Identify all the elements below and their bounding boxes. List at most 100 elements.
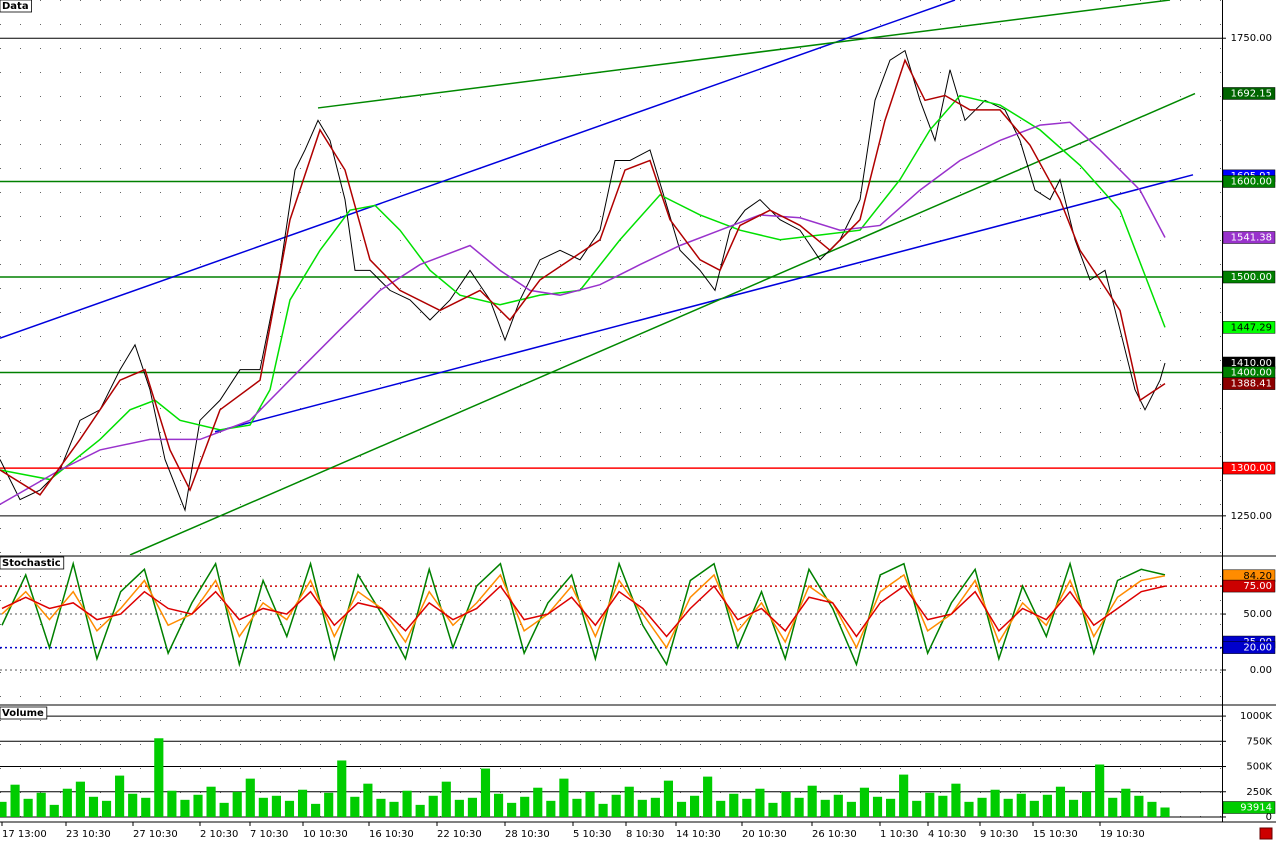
x-tick-label: 5 10:30	[573, 829, 611, 840]
volume-bar	[846, 801, 856, 817]
volume-bar	[689, 795, 700, 817]
volume-bar	[1121, 788, 1131, 817]
price-marker-label: 84.20	[1243, 571, 1272, 582]
x-tick-label: 20 10:30	[742, 829, 787, 840]
volume-bar	[742, 798, 752, 817]
series-line	[0, 58, 1166, 496]
volume-bar	[428, 795, 438, 817]
x-tick-label: 16 10:30	[369, 829, 414, 840]
panel-title: Volume	[2, 708, 44, 719]
price-marker-label: 1400.00	[1231, 368, 1272, 379]
volume-bar	[1134, 795, 1144, 817]
series-line	[0, 121, 1166, 506]
volume-bar	[258, 797, 268, 817]
volume-bar	[755, 788, 765, 817]
volume-bar	[363, 783, 373, 817]
y-tick-label: 1750.00	[1231, 33, 1272, 44]
trend-line	[0, 0, 956, 339]
volume-bar	[729, 793, 739, 817]
panel-title: Data	[2, 1, 29, 12]
series-line	[0, 94, 1166, 481]
volume-bar	[781, 791, 791, 817]
price-marker	[1222, 321, 1276, 334]
volume-bar	[284, 800, 295, 817]
volume-bar	[141, 797, 151, 817]
price-marker	[1222, 175, 1276, 188]
volume-bar	[964, 801, 974, 817]
volume-bar	[23, 798, 33, 817]
trend-line	[317, 0, 1171, 109]
x-tick-label: 10 10:30	[303, 829, 348, 840]
volume-bar	[10, 784, 20, 817]
price-marker-label: 75.00	[1243, 581, 1272, 592]
volume-bar	[480, 768, 491, 817]
panel-title: Stochastic	[2, 558, 61, 569]
volume-bar	[1029, 800, 1039, 817]
volume-bar	[820, 799, 830, 817]
volume-bar	[899, 774, 909, 817]
volume-bar	[467, 797, 478, 817]
volume-bar	[794, 797, 804, 817]
price-marker-label: 1410.00	[1231, 358, 1272, 369]
volume-bar	[219, 802, 229, 817]
volume-bar	[415, 804, 425, 817]
volume-bar	[245, 778, 255, 817]
volume-bar	[872, 796, 883, 817]
x-tick-label: 9 10:30	[980, 829, 1018, 840]
volume-bar	[1055, 786, 1066, 817]
volume-bar	[1068, 799, 1079, 817]
x-tick-label: 8 10:30	[626, 829, 664, 840]
price-marker-label: 1600.00	[1231, 176, 1272, 187]
x-tick-label: 14 10:30	[676, 829, 721, 840]
scroll-button[interactable]	[1259, 827, 1273, 840]
volume-bar	[1160, 807, 1170, 817]
volume-bar	[859, 787, 870, 817]
volume-bar	[49, 804, 59, 817]
y-tick-label: 750K	[1246, 736, 1272, 747]
volume-bar	[925, 792, 935, 817]
volume-bar	[1003, 798, 1013, 817]
volume-bar	[663, 780, 674, 817]
volume-bar	[1108, 797, 1118, 817]
x-tick-label: 27 10:30	[133, 829, 178, 840]
price-marker-label: 20.00	[1243, 643, 1272, 654]
x-tick-label: 15 10:30	[1033, 829, 1078, 840]
price-marker	[1222, 231, 1276, 244]
volume-bar	[1147, 801, 1157, 817]
trend-line	[129, 92, 1196, 555]
volume-bar	[441, 781, 451, 817]
volume-bar	[977, 797, 987, 817]
x-tick-label: 1 10:30	[880, 829, 918, 840]
volume-bar	[598, 803, 608, 817]
x-tick-label: 2 10:30	[200, 829, 238, 840]
volume-bar	[62, 788, 72, 817]
price-marker	[1222, 641, 1276, 654]
volume-bar	[75, 781, 85, 817]
y-tick-label: 0	[1266, 812, 1272, 823]
price-marker-label: 93914	[1240, 802, 1272, 813]
volume-bar	[637, 799, 647, 817]
volume-bar	[938, 795, 948, 817]
volume-bar	[297, 789, 308, 817]
volume-bar	[807, 785, 817, 817]
y-tick-label: 250K	[1246, 787, 1272, 798]
volume-bar	[311, 803, 321, 817]
price-marker-label: 1300.00	[1231, 463, 1272, 474]
y-tick-label: 1000K	[1240, 711, 1272, 722]
volume-bar	[206, 786, 216, 817]
volume-bar	[990, 789, 1000, 817]
volume-bar	[389, 801, 399, 817]
volume-bar	[376, 798, 386, 817]
price-marker-label: 1500.00	[1231, 272, 1272, 283]
volume-bar	[128, 793, 138, 817]
volume-bar	[180, 799, 190, 817]
price-marker	[1222, 461, 1276, 475]
y-tick-label: 50.00	[1243, 609, 1272, 620]
y-tick-label: 500K	[1246, 762, 1272, 773]
x-tick-label: 4 10:30	[928, 829, 966, 840]
volume-bar	[1016, 793, 1026, 817]
volume-bar	[585, 791, 595, 817]
volume-bar	[271, 795, 281, 817]
dot-grid	[0, 0, 1222, 822]
